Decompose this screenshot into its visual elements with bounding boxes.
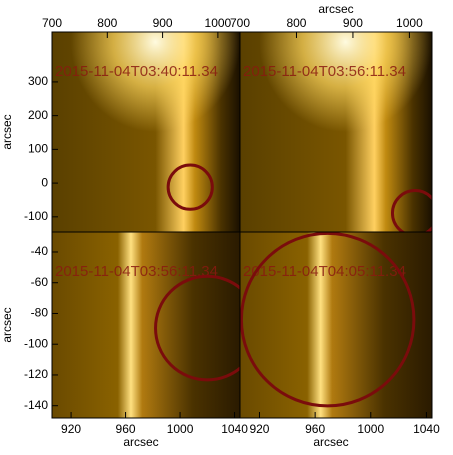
x-tick-label: 1040 [221,422,248,436]
x-axis-label: arcsec [313,435,348,449]
x-tick-label: 800 [97,16,117,30]
x-tick-label: 1000 [357,422,384,436]
region-circle [154,274,240,382]
panel-title: 2015-11-04T03:56:11.34 [243,63,406,80]
y-tick-label: -60 [31,275,49,289]
x-tick-label: 1000 [167,422,194,436]
x-tick-label: 1040 [413,422,440,436]
region-circle [390,189,432,232]
x-tick-label: 900 [343,16,363,30]
x-tick-label: 1000 [205,16,232,30]
region-circle [166,163,214,211]
solar-image [240,232,432,418]
panel-title: 2015-11-04T03:40:11.34 [55,63,218,80]
y-tick-label: 300 [28,74,48,88]
x-tick-label: 900 [153,16,173,30]
active-region-glow [240,32,432,232]
x-tick-label: 960 [116,422,136,436]
y-tick-label: 0 [41,175,48,189]
x-tick-label: 700 [42,16,62,30]
y-axis-label: arcsec [0,307,14,342]
y-tick-label: -100 [24,209,48,223]
panel-frame [239,231,433,419]
y-tick-label: 200 [28,108,48,122]
y-tick-label: -140 [24,398,48,412]
x-tick-label: 700 [230,16,250,30]
region-circle [240,232,416,408]
panel-title: 2015-11-04T03:56:11.34 [55,263,218,280]
x-tick-label: 920 [61,422,81,436]
x-tick-label: 800 [286,16,306,30]
y-tick-label: -100 [24,336,48,350]
x-axis-label: arcsec [123,435,158,449]
y-tick-label: 100 [28,142,48,156]
x-tick-label: 920 [249,422,269,436]
y-tick-label: -120 [24,367,48,381]
x-tick-label: 1000 [396,16,423,30]
panel-title: 2015-11-04T04:05:11.34 [243,263,406,280]
y-tick-label: -40 [31,244,49,258]
y-axis-label: arcsec [0,114,14,149]
y-tick-label: -80 [31,306,49,320]
solar-image [52,232,240,418]
x-tick-label: 960 [305,422,325,436]
x-axis-label: arcsec [318,2,353,16]
